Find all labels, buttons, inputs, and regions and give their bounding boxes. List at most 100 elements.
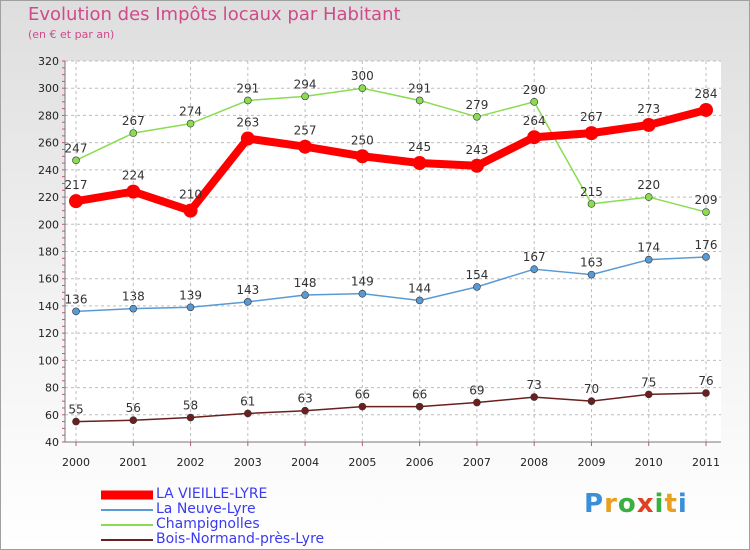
legend-swatch (101, 508, 153, 511)
data-label: 138 (122, 290, 145, 304)
data-point (72, 156, 80, 165)
series-line (75, 106, 708, 215)
data-point (699, 102, 713, 117)
chart-title: Evolution des Impôts locaux par Habitant (28, 4, 401, 25)
data-point (587, 270, 596, 279)
data-point (244, 409, 252, 418)
data-label: 209 (695, 193, 718, 207)
data-label: 66 (412, 388, 427, 402)
data-point (644, 193, 653, 201)
x-tick-label: 2009 (577, 456, 605, 469)
x-tick-label: 2006 (406, 456, 434, 469)
data-label: 167 (523, 250, 546, 264)
data-label: 61 (240, 394, 255, 408)
logo-letter: t (664, 489, 678, 519)
data-label: 247 (65, 141, 88, 155)
data-point (527, 130, 542, 145)
y-tick-label: 100 (38, 354, 59, 367)
data-point (641, 117, 656, 132)
data-label: 250 (351, 133, 374, 147)
data-label: 163 (580, 256, 603, 270)
data-point (72, 417, 80, 426)
x-tick-label: 2000 (62, 456, 90, 469)
data-point (412, 156, 427, 171)
data-label: 75 (641, 375, 656, 389)
legend-swatch (101, 523, 153, 526)
data-point (469, 158, 484, 173)
data-point (644, 255, 653, 264)
data-point (186, 303, 195, 312)
x-tick-label: 2005 (348, 456, 376, 469)
data-label: 144 (408, 281, 431, 295)
data-label: 143 (236, 283, 259, 297)
data-label: 149 (351, 275, 374, 289)
x-tick-label: 2007 (463, 456, 491, 469)
data-label: 148 (294, 276, 317, 290)
data-point (473, 283, 481, 291)
chart-subtitle: (en € et par an) (28, 28, 115, 41)
data-point (415, 96, 424, 105)
y-tick-label: 120 (38, 327, 59, 340)
logo-letter: o (617, 489, 637, 519)
data-label: 267 (580, 110, 603, 124)
data-label: 267 (122, 114, 145, 128)
data-label: 56 (126, 401, 141, 415)
data-label: 215 (580, 185, 603, 199)
data-point (72, 307, 80, 316)
data-point (358, 402, 367, 411)
data-label: 220 (637, 178, 660, 192)
logo-letter: i (677, 489, 688, 519)
data-point (301, 291, 309, 299)
data-point (301, 406, 309, 415)
series-line (75, 392, 707, 423)
data-point (244, 298, 252, 306)
data-point (186, 413, 195, 422)
data-label: 263 (236, 116, 259, 130)
logo-letter: P (584, 489, 605, 519)
data-label: 290 (523, 83, 546, 97)
data-point (129, 129, 138, 137)
data-point (587, 200, 596, 208)
data-label: 217 (65, 178, 88, 192)
data-label: 210 (179, 188, 202, 202)
legend-label: Bois-Normand-près-Lyre (156, 531, 325, 547)
data-point (129, 416, 138, 425)
data-label: 300 (351, 69, 374, 83)
y-tick-label: 60 (45, 409, 59, 422)
data-label: 58 (183, 399, 198, 413)
data-point (530, 265, 538, 273)
data-label: 55 (68, 403, 83, 417)
data-point (702, 208, 710, 216)
series-line (75, 256, 707, 313)
data-point (702, 389, 710, 397)
data-label: 139 (179, 288, 202, 302)
x-tick-label: 2003 (234, 456, 262, 469)
data-label: 274 (179, 105, 202, 119)
x-tick-label: 2010 (635, 456, 663, 469)
logo-letter: x (636, 489, 655, 519)
data-point (129, 304, 138, 313)
y-tick-label: 80 (45, 382, 59, 395)
y-tick-label: 240 (38, 164, 59, 177)
data-label: 70 (584, 382, 599, 396)
data-label: 154 (465, 268, 488, 282)
data-label: 73 (527, 378, 542, 392)
data-point (584, 126, 599, 141)
logo-letter: i (654, 489, 665, 519)
x-tick-label: 2008 (520, 456, 548, 469)
data-point (473, 398, 481, 407)
data-point (240, 131, 255, 146)
data-point (530, 98, 538, 106)
data-point (69, 194, 83, 209)
y-tick-label: 160 (38, 273, 59, 286)
data-label: 69 (469, 384, 484, 398)
data-label: 243 (465, 143, 488, 157)
x-tick-label: 2001 (119, 456, 147, 469)
y-tick-label: 180 (38, 246, 59, 259)
data-label: 291 (236, 81, 259, 95)
data-label: 136 (65, 292, 88, 306)
y-tick-label: 300 (38, 82, 59, 95)
data-point (587, 397, 596, 405)
legend-label: LA VIEILLE-LYRE (156, 486, 268, 502)
